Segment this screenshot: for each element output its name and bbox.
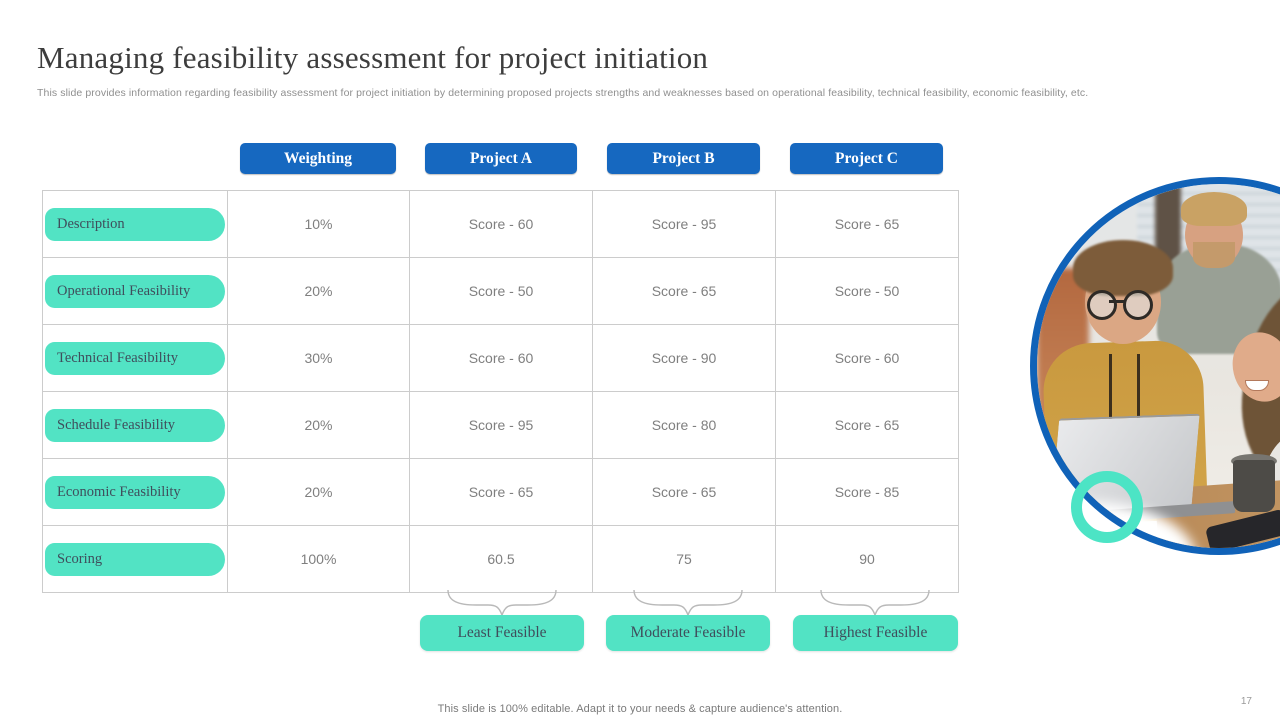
- table-cell: 20%: [227, 391, 410, 459]
- table-cell: Score - 65: [775, 190, 959, 258]
- feasibility-table: Description 10% Score - 60 Score - 95 Sc…: [42, 190, 959, 593]
- verdict-moderate-feasible: Moderate Feasible: [606, 615, 770, 651]
- table-cell: Score - 95: [592, 190, 776, 258]
- table-row: Scoring 100% 60.5 75 90: [42, 525, 959, 593]
- table-cell: 100%: [227, 525, 410, 593]
- table-cell: 20%: [227, 257, 410, 325]
- row-label-pill: Technical Feasibility: [45, 341, 225, 375]
- table-cell: 90: [775, 525, 959, 593]
- table-row: Description 10% Score - 60 Score - 95 Sc…: [42, 190, 959, 258]
- table-cell: Score - 50: [775, 257, 959, 325]
- table-cell: 20%: [227, 458, 410, 526]
- row-label-pill: Operational Feasibility: [45, 274, 225, 308]
- table-cell: 60.5: [409, 525, 593, 593]
- underbrace-icon: [447, 589, 557, 616]
- table-cell: Score - 60: [409, 190, 593, 258]
- verdict-least-feasible: Least Feasible: [420, 615, 584, 651]
- table-row: Technical Feasibility 30% Score - 60 Sco…: [42, 324, 959, 392]
- row-label-pill: Schedule Feasibility: [45, 408, 225, 442]
- table-row: Operational Feasibility 20% Score - 50 S…: [42, 257, 959, 325]
- page-number: 17: [1240, 696, 1252, 707]
- table-cell: Score - 65: [409, 458, 593, 526]
- photo-coffee-cup: [1233, 460, 1275, 512]
- row-label-pill: Scoring: [45, 542, 225, 576]
- table-cell: Score - 95: [409, 391, 593, 459]
- page-title: Managing feasibility assessment for proj…: [37, 40, 709, 75]
- row-label-pill: Description: [45, 207, 225, 241]
- table-cell: 10%: [227, 190, 410, 258]
- column-header-project-b: Project B: [607, 143, 760, 174]
- slide-footer: This slide is 100% editable. Adapt it to…: [437, 703, 843, 715]
- column-header-project-c: Project C: [790, 143, 943, 174]
- table-cell: Score - 65: [592, 257, 776, 325]
- table-cell: Score - 65: [775, 391, 959, 459]
- table-cell: Score - 60: [409, 324, 593, 392]
- table-cell: Score - 50: [409, 257, 593, 325]
- table-cell: 30%: [227, 324, 410, 392]
- underbrace-icon: [633, 589, 743, 616]
- teal-ring-accent: [1071, 471, 1143, 543]
- table-cell: Score - 65: [592, 458, 776, 526]
- column-header-weighting: Weighting: [240, 143, 396, 174]
- table-cell: Score - 85: [775, 458, 959, 526]
- row-label-pill: Economic Feasibility: [45, 475, 225, 509]
- glasses-icon: [1087, 290, 1117, 320]
- verdict-highest-feasible: Highest Feasible: [793, 615, 958, 651]
- table-row: Schedule Feasibility 20% Score - 95 Scor…: [42, 391, 959, 459]
- table-cell: Score - 60: [775, 324, 959, 392]
- table-row: Economic Feasibility 20% Score - 65 Scor…: [42, 458, 959, 526]
- slide-subtitle: This slide provides information regardin…: [37, 87, 1089, 99]
- table-cell: Score - 80: [592, 391, 776, 459]
- column-header-project-a: Project A: [425, 143, 577, 174]
- team-photo: [1030, 177, 1280, 555]
- table-cell: 75: [592, 525, 776, 593]
- underbrace-icon: [820, 589, 930, 616]
- table-cell: Score - 90: [592, 324, 776, 392]
